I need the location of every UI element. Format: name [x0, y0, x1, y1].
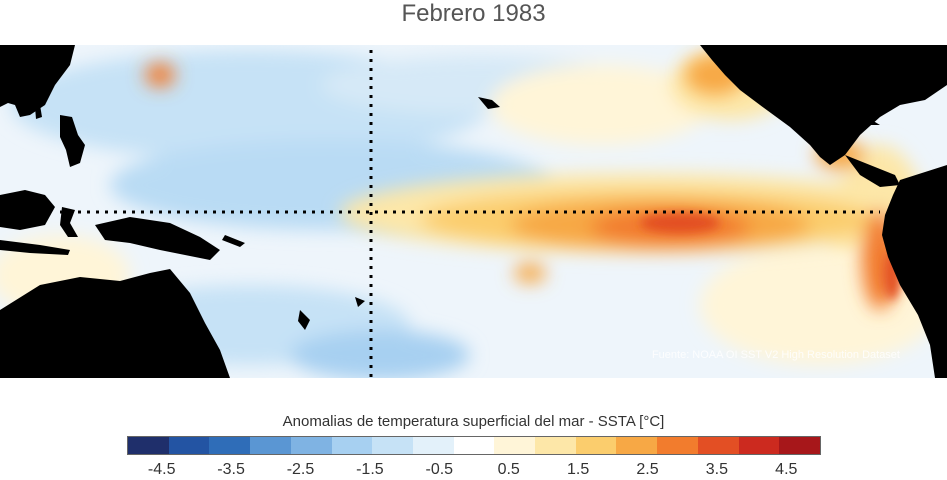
data-source-note: Fuente: NOAA OI SST V2 High Resolution D… [651, 349, 900, 361]
land-cuba [830, 115, 880, 125]
colorbar-tick-label: -4.5 [147, 461, 176, 478]
land-masses [0, 45, 947, 378]
land-hawaii [478, 97, 500, 109]
colorbar-tick-label: -3.5 [217, 461, 245, 478]
colorbar-segment [738, 437, 780, 454]
colorbar-segment [250, 437, 291, 454]
colorbar-tick-label: 0.5 [497, 461, 520, 478]
colorbar-tick-label: -2.5 [286, 461, 315, 478]
colorbar-segment [657, 437, 698, 454]
land-australia [0, 269, 230, 378]
land-central-america [845, 155, 900, 187]
colorbar [127, 436, 821, 455]
colorbar-tick-label: 1.5 [566, 461, 590, 478]
land-fiji [355, 297, 365, 307]
land-south-america [882, 165, 947, 378]
land-new-zealand [298, 310, 310, 330]
colorbar-segment [779, 437, 820, 454]
land-sumatra-java [0, 240, 70, 255]
land-new-guinea [95, 217, 220, 260]
colorbar-ticks: -4.5 -3.5 -2.5 -1.5 -0.5 0.5 1.5 2.5 3.5 4.5 [127, 461, 821, 479]
land-taiwan [35, 105, 42, 119]
colorbar-segment [453, 437, 495, 454]
colorbar-segment [575, 437, 617, 454]
colorbar-tick-label: -0.5 [425, 461, 454, 478]
land-sulawesi [60, 207, 78, 237]
land-philippines [60, 115, 85, 167]
colorbar-tick-label: 2.5 [636, 461, 659, 478]
colorbar-segment [128, 437, 169, 454]
sst-anomaly-map [0, 45, 947, 378]
colorbar-segment [697, 437, 739, 454]
colorbar-label: Anomalias de temperatura superficial del… [282, 413, 665, 430]
land-borneo [0, 190, 55, 230]
land-north-america [700, 45, 947, 165]
colorbar-segment [535, 437, 576, 454]
colorbar-tick-label: 4.5 [775, 461, 798, 478]
colorbar-segment [168, 437, 210, 454]
land-solomon [222, 235, 245, 247]
map-title: Febrero 1983 [401, 0, 546, 27]
colorbar-segment [209, 437, 251, 454]
colorbar-segment [372, 437, 413, 454]
colorbar-tick-label: -1.5 [356, 461, 384, 478]
colorbar-segment [616, 437, 658, 454]
colorbar-segment [290, 437, 332, 454]
colorbar-segment [412, 437, 454, 454]
colorbar-segment [494, 437, 536, 454]
colorbar-tick-label: 3.5 [705, 461, 729, 478]
land-japan [28, 45, 40, 63]
land-asia [0, 45, 75, 117]
colorbar-segment [331, 437, 373, 454]
